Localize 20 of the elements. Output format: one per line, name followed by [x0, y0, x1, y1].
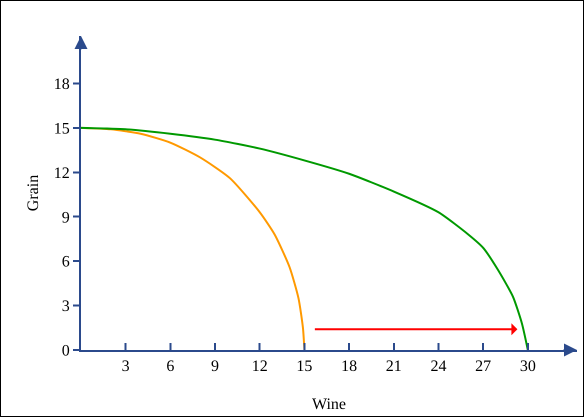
x-tick-label: 12 — [252, 358, 268, 376]
y-tick-label: 12 — [54, 164, 70, 182]
y-axis-title: Grain — [25, 174, 42, 212]
x-tick-label: 3 — [122, 358, 130, 376]
y-tick-label: 9 — [62, 209, 70, 226]
y-tick-label: 0 — [62, 342, 70, 360]
x-tick-label: 18 — [341, 358, 358, 376]
x-tick-label: 27 — [475, 358, 492, 376]
line-series — [81, 126, 529, 350]
x-tick-label: 15 — [296, 358, 312, 376]
y-tick-label: 6 — [62, 254, 70, 271]
x-tick-label: 30 — [520, 358, 536, 376]
y-tick-label: 3 — [62, 298, 70, 316]
x-tick-label: 6 — [166, 358, 174, 376]
x-axis-title: Wine — [312, 396, 346, 413]
x-tick-label: 9 — [211, 358, 220, 376]
y-tick-label: 15 — [54, 120, 70, 138]
x-tick-label: 24 — [430, 358, 446, 376]
y-tick-label: 18 — [54, 76, 70, 93]
x-tick-label: 21 — [386, 358, 402, 376]
